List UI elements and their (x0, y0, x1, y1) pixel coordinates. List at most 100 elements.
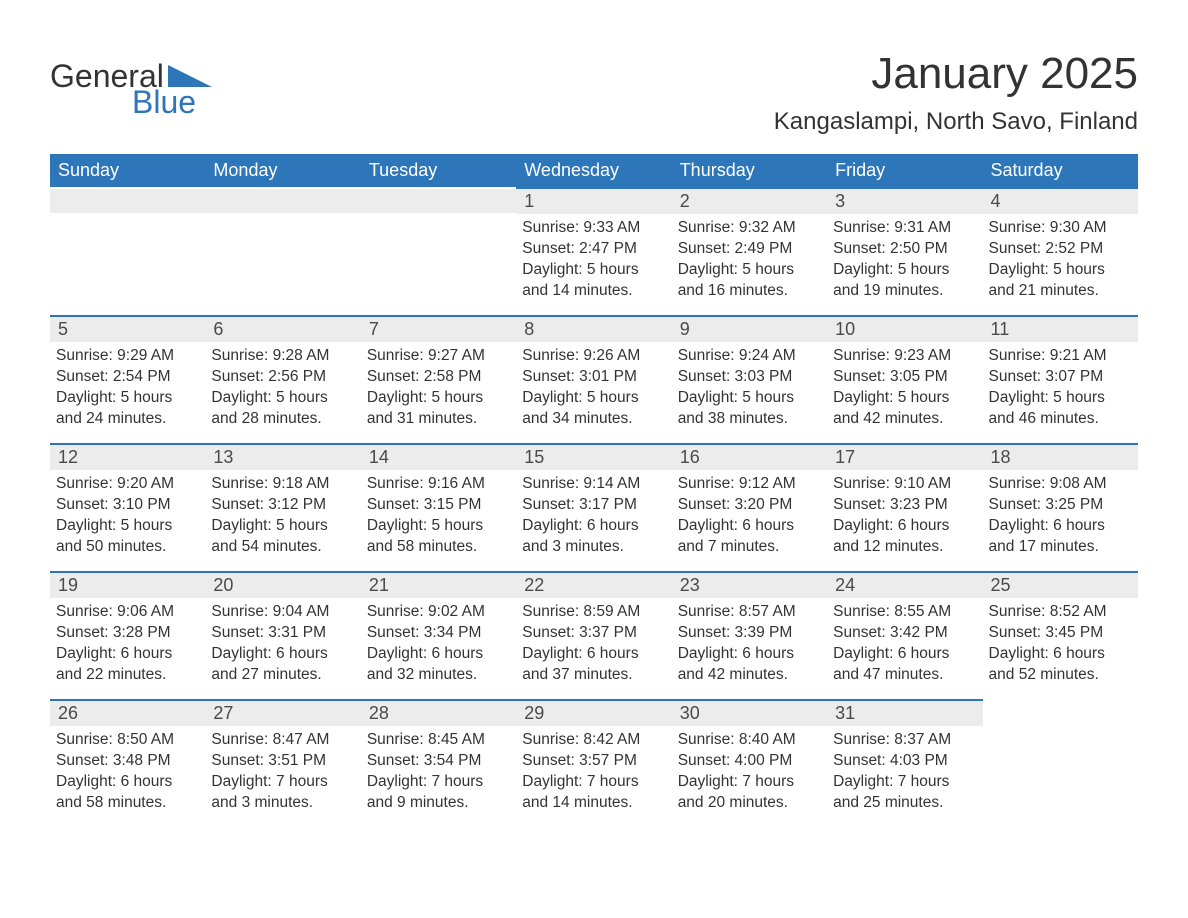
day-cell: 31Sunrise: 8:37 AMSunset: 4:03 PMDayligh… (827, 699, 982, 827)
day-sunrise: Sunrise: 8:59 AM (522, 602, 665, 623)
day-daylight2: and 38 minutes. (678, 409, 821, 430)
day-daylight1: Daylight: 5 hours (522, 260, 665, 281)
day-daylight1: Daylight: 6 hours (833, 644, 976, 665)
day-body: Sunrise: 9:08 AMSunset: 3:25 PMDaylight:… (983, 470, 1138, 564)
day-sunrise: Sunrise: 9:18 AM (211, 474, 354, 495)
day-body: Sunrise: 8:52 AMSunset: 3:45 PMDaylight:… (983, 598, 1138, 692)
day-daylight2: and 9 minutes. (367, 793, 510, 814)
location-text: Kangaslampi, North Savo, Finland (774, 108, 1138, 136)
day-daylight1: Daylight: 5 hours (211, 388, 354, 409)
day-daylight1: Daylight: 6 hours (678, 516, 821, 537)
day-body: Sunrise: 9:33 AMSunset: 2:47 PMDaylight:… (516, 214, 671, 308)
day-body: Sunrise: 9:16 AMSunset: 3:15 PMDaylight:… (361, 470, 516, 564)
day-daylight2: and 37 minutes. (522, 665, 665, 686)
weekday-header: Tuesday (361, 154, 516, 187)
day-daylight2: and 24 minutes. (56, 409, 199, 430)
day-number: 1 (516, 187, 671, 214)
day-body: Sunrise: 9:12 AMSunset: 3:20 PMDaylight:… (672, 470, 827, 564)
day-daylight2: and 25 minutes. (833, 793, 976, 814)
day-daylight1: Daylight: 5 hours (678, 388, 821, 409)
day-cell: 15Sunrise: 9:14 AMSunset: 3:17 PMDayligh… (516, 443, 671, 571)
day-number: 20 (205, 571, 360, 598)
day-sunset: Sunset: 3:57 PM (522, 751, 665, 772)
day-sunset: Sunset: 2:50 PM (833, 239, 976, 260)
day-sunset: Sunset: 2:56 PM (211, 367, 354, 388)
day-number: 12 (50, 443, 205, 470)
header-row: General Blue January 2025 Kangaslampi, N… (50, 50, 1138, 150)
day-daylight2: and 52 minutes. (989, 665, 1132, 686)
weekday-header: Sunday (50, 154, 205, 187)
day-daylight2: and 3 minutes. (522, 537, 665, 558)
day-number: 7 (361, 315, 516, 342)
day-sunrise: Sunrise: 9:31 AM (833, 218, 976, 239)
day-daylight1: Daylight: 6 hours (367, 644, 510, 665)
day-daylight1: Daylight: 6 hours (522, 644, 665, 665)
day-number: 22 (516, 571, 671, 598)
day-cell: 11Sunrise: 9:21 AMSunset: 3:07 PMDayligh… (983, 315, 1138, 443)
day-daylight2: and 14 minutes. (522, 281, 665, 302)
day-body: Sunrise: 9:27 AMSunset: 2:58 PMDaylight:… (361, 342, 516, 436)
day-daylight2: and 12 minutes. (833, 537, 976, 558)
day-daylight2: and 7 minutes. (678, 537, 821, 558)
day-cell: 12Sunrise: 9:20 AMSunset: 3:10 PMDayligh… (50, 443, 205, 571)
day-daylight2: and 34 minutes. (522, 409, 665, 430)
day-number: 5 (50, 315, 205, 342)
day-sunset: Sunset: 3:45 PM (989, 623, 1132, 644)
day-daylight1: Daylight: 7 hours (367, 772, 510, 793)
day-body: Sunrise: 8:40 AMSunset: 4:00 PMDaylight:… (672, 726, 827, 820)
day-daylight2: and 27 minutes. (211, 665, 354, 686)
day-sunrise: Sunrise: 9:08 AM (989, 474, 1132, 495)
day-daylight2: and 16 minutes. (678, 281, 821, 302)
day-daylight2: and 47 minutes. (833, 665, 976, 686)
day-sunset: Sunset: 3:23 PM (833, 495, 976, 516)
day-cell: 30Sunrise: 8:40 AMSunset: 4:00 PMDayligh… (672, 699, 827, 827)
day-cell (361, 187, 516, 315)
day-sunrise: Sunrise: 9:29 AM (56, 346, 199, 367)
day-sunrise: Sunrise: 9:32 AM (678, 218, 821, 239)
day-cell: 3Sunrise: 9:31 AMSunset: 2:50 PMDaylight… (827, 187, 982, 315)
day-sunrise: Sunrise: 8:42 AM (522, 730, 665, 751)
day-daylight2: and 50 minutes. (56, 537, 199, 558)
day-cell: 10Sunrise: 9:23 AMSunset: 3:05 PMDayligh… (827, 315, 982, 443)
day-body: Sunrise: 9:26 AMSunset: 3:01 PMDaylight:… (516, 342, 671, 436)
day-sunrise: Sunrise: 8:52 AM (989, 602, 1132, 623)
day-daylight1: Daylight: 6 hours (989, 644, 1132, 665)
day-cell: 8Sunrise: 9:26 AMSunset: 3:01 PMDaylight… (516, 315, 671, 443)
day-daylight1: Daylight: 6 hours (211, 644, 354, 665)
day-sunset: Sunset: 3:51 PM (211, 751, 354, 772)
day-sunrise: Sunrise: 9:30 AM (989, 218, 1132, 239)
day-number: 30 (672, 699, 827, 726)
day-daylight1: Daylight: 5 hours (211, 516, 354, 537)
day-body: Sunrise: 9:14 AMSunset: 3:17 PMDaylight:… (516, 470, 671, 564)
day-cell: 21Sunrise: 9:02 AMSunset: 3:34 PMDayligh… (361, 571, 516, 699)
day-cell: 20Sunrise: 9:04 AMSunset: 3:31 PMDayligh… (205, 571, 360, 699)
day-daylight2: and 32 minutes. (367, 665, 510, 686)
day-sunrise: Sunrise: 8:47 AM (211, 730, 354, 751)
day-sunset: Sunset: 3:17 PM (522, 495, 665, 516)
day-number: 18 (983, 443, 1138, 470)
day-sunset: Sunset: 3:05 PM (833, 367, 976, 388)
day-sunrise: Sunrise: 8:50 AM (56, 730, 199, 751)
day-daylight1: Daylight: 5 hours (56, 388, 199, 409)
day-number: 8 (516, 315, 671, 342)
day-number: 28 (361, 699, 516, 726)
day-cell: 2Sunrise: 9:32 AMSunset: 2:49 PMDaylight… (672, 187, 827, 315)
day-cell: 18Sunrise: 9:08 AMSunset: 3:25 PMDayligh… (983, 443, 1138, 571)
day-body: Sunrise: 9:30 AMSunset: 2:52 PMDaylight:… (983, 214, 1138, 308)
day-sunset: Sunset: 3:20 PM (678, 495, 821, 516)
weekday-header: Thursday (672, 154, 827, 187)
day-body: Sunrise: 9:04 AMSunset: 3:31 PMDaylight:… (205, 598, 360, 692)
day-cell: 23Sunrise: 8:57 AMSunset: 3:39 PMDayligh… (672, 571, 827, 699)
month-title: January 2025 (774, 50, 1138, 98)
day-sunset: Sunset: 3:15 PM (367, 495, 510, 516)
day-daylight1: Daylight: 5 hours (989, 260, 1132, 281)
day-daylight2: and 42 minutes. (678, 665, 821, 686)
day-daylight1: Daylight: 6 hours (56, 644, 199, 665)
day-daylight1: Daylight: 5 hours (367, 388, 510, 409)
day-sunrise: Sunrise: 8:37 AM (833, 730, 976, 751)
day-daylight1: Daylight: 5 hours (989, 388, 1132, 409)
empty-day-header (50, 187, 205, 213)
day-daylight1: Daylight: 6 hours (56, 772, 199, 793)
weekday-header: Saturday (983, 154, 1138, 187)
day-number: 6 (205, 315, 360, 342)
